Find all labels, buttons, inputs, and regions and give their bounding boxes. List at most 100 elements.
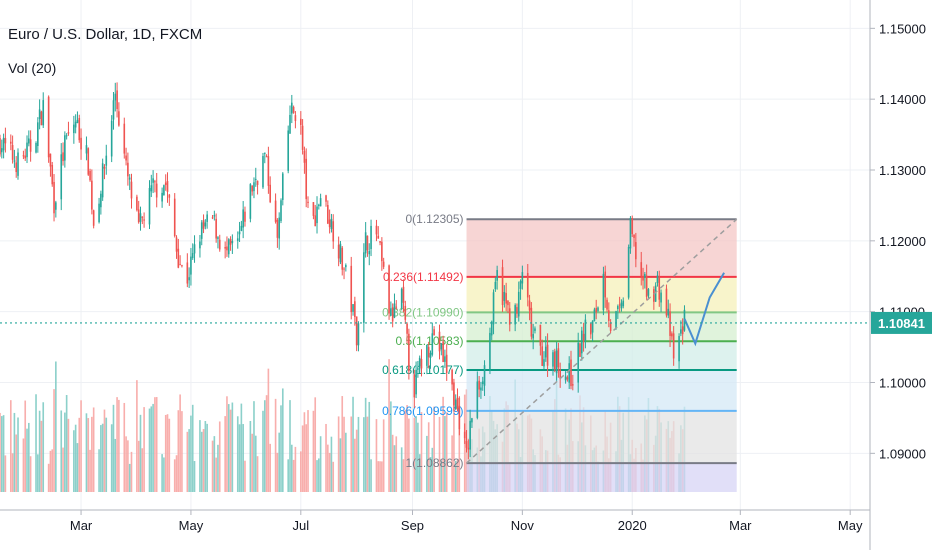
candle-body	[451, 369, 453, 385]
candle-body	[476, 381, 479, 418]
volume-bar	[163, 457, 165, 492]
volume-bar	[415, 416, 417, 492]
volume-bar	[74, 424, 77, 492]
candle-body	[292, 106, 295, 113]
candle-body	[229, 238, 232, 245]
volume-bar	[65, 395, 68, 492]
candle-body	[363, 252, 365, 323]
candle-body	[303, 150, 306, 163]
volume-bar	[227, 404, 230, 492]
volume-bar	[314, 397, 317, 492]
volume-bar	[215, 457, 217, 492]
candle-body	[0, 148, 3, 153]
volume-bar	[236, 416, 239, 492]
candle-body	[678, 336, 680, 362]
volume-bar	[438, 416, 441, 492]
volume-bar	[442, 396, 444, 492]
candle-body	[143, 219, 145, 221]
fib-band	[466, 410, 737, 464]
candle-body	[413, 374, 416, 398]
candle-body	[263, 152, 266, 154]
candle-body	[76, 119, 79, 123]
volume-bar	[191, 404, 194, 492]
candle-body	[454, 399, 457, 410]
fib-band	[466, 463, 737, 492]
candle-body	[62, 152, 64, 162]
fib-trend-line	[466, 218, 738, 464]
volume-bar	[136, 380, 138, 492]
candle-body	[299, 118, 302, 125]
fibonacci-retracement[interactable]: 0(1.12305) 0.236(1.11492) 0.382(1.10990) 0.…	[382, 212, 737, 492]
candle-body	[368, 251, 371, 255]
price-tick-label: 1.15000	[879, 21, 926, 36]
candle-body	[375, 225, 378, 235]
volume-bar	[458, 397, 461, 492]
candle-body	[40, 111, 43, 126]
candle-body	[555, 350, 558, 374]
candle-body	[148, 187, 151, 225]
volume-bar	[98, 449, 100, 492]
volume-bar	[278, 432, 281, 492]
volume-bar	[318, 458, 320, 492]
time-tick-label: May	[838, 518, 863, 533]
candle-body	[74, 121, 77, 128]
volume-bar	[199, 420, 201, 492]
volume-bar	[355, 429, 358, 492]
volume-bar	[164, 414, 167, 492]
candle-body	[442, 341, 444, 362]
drawing-overlays[interactable]	[0, 218, 870, 464]
candle-body	[591, 320, 594, 333]
candle-body	[570, 359, 572, 387]
volume-bar	[352, 396, 354, 492]
candle-body	[595, 307, 598, 313]
candle-body	[139, 213, 142, 222]
candle-body	[516, 307, 518, 314]
candle-body	[65, 135, 68, 137]
candle-body	[566, 377, 569, 380]
candle-body	[382, 261, 385, 267]
candle-body	[420, 359, 423, 369]
volume-bar	[67, 418, 70, 492]
volume-bar	[370, 459, 372, 492]
candle-body	[654, 285, 657, 302]
candle-body	[532, 334, 534, 339]
price-tick-label: 1.14000	[879, 92, 926, 107]
volume-bar	[217, 444, 219, 492]
volume-bar	[366, 416, 369, 492]
volume-bar	[152, 403, 154, 492]
candle-body	[427, 347, 430, 358]
candle-body	[105, 155, 108, 166]
volume-bar	[89, 449, 91, 492]
volume-bar	[404, 409, 407, 492]
candle-body	[91, 180, 93, 210]
volume-bar	[377, 461, 380, 492]
volume-bar	[382, 419, 385, 492]
candle-body	[490, 321, 493, 336]
candle-body	[92, 210, 95, 226]
candle-body	[343, 268, 345, 270]
candle-body	[584, 319, 587, 341]
candle-body	[507, 300, 509, 306]
volume-bar	[294, 446, 297, 492]
volume-indicator-label[interactable]: Vol (20)	[8, 60, 57, 76]
symbol-title[interactable]: Euro / U.S. Dollar, 1D, FXCM	[8, 26, 203, 43]
candle-body	[671, 333, 673, 337]
volume-bar	[332, 461, 335, 492]
volume-bar	[127, 440, 129, 492]
candle-body	[528, 300, 531, 311]
fib-band	[466, 341, 737, 370]
candle-body	[186, 262, 189, 284]
candle-body	[417, 368, 419, 370]
volume-bar	[22, 438, 25, 492]
volume-bar	[440, 460, 443, 492]
last-price-badge	[871, 311, 932, 334]
candle-body	[618, 304, 621, 306]
candle-body	[215, 218, 217, 239]
candle-body	[242, 209, 244, 228]
volume-bar	[11, 453, 14, 492]
fib-level-label: 0.382(1.10990)	[382, 305, 463, 319]
candle-body	[35, 142, 37, 153]
candle-body	[190, 256, 192, 275]
